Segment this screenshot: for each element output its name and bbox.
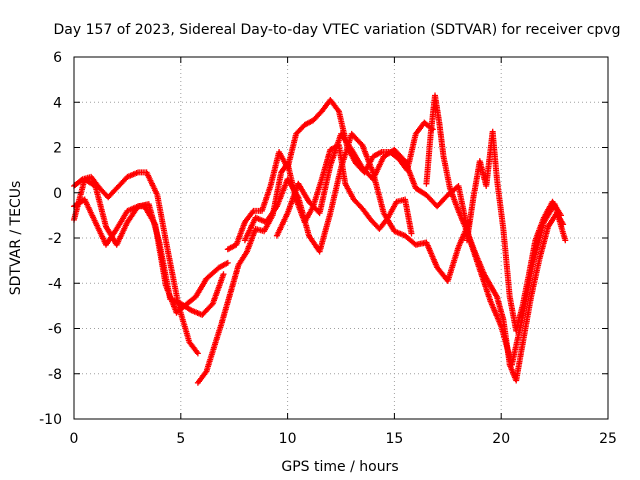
y-tick-label: 6 [53, 50, 62, 66]
series-points [71, 196, 227, 318]
y-tick-label: 0 [53, 186, 62, 202]
x-axis-ticks: 0 5 10 15 20 25 [70, 57, 617, 447]
x-tick-label: 25 [599, 431, 617, 447]
y-tick-label: -2 [48, 231, 62, 247]
data-series [71, 92, 569, 386]
x-tick-label: 20 [492, 431, 510, 447]
y-axis-label: SDTVAR / TECUs [8, 181, 24, 296]
series-points [71, 176, 231, 316]
series-points [224, 97, 436, 253]
chart-title: Day 157 of 2023, Sidereal Day-to-day VTE… [54, 22, 621, 38]
x-tick-label: 0 [70, 431, 79, 447]
y-axis-ticks: -10 -8 -6 -4 -2 0 2 4 6 [39, 50, 608, 428]
x-axis-label: GPS time / hours [281, 459, 398, 475]
y-tick-label: -4 [48, 276, 62, 292]
series-points [241, 130, 473, 284]
series-points [464, 128, 564, 334]
x-tick-label: 5 [176, 431, 185, 447]
x-tick-label: 10 [279, 431, 297, 447]
series-track-3 [71, 196, 227, 318]
y-tick-label: -10 [39, 412, 62, 428]
y-tick-label: 4 [53, 95, 62, 111]
y-tick-label: 2 [53, 141, 62, 157]
series-track-6 [241, 130, 473, 284]
series-track-5 [224, 97, 436, 253]
series-track-8 [423, 92, 567, 384]
y-tick-label: -8 [48, 367, 62, 383]
x-tick-label: 15 [385, 431, 403, 447]
series-track-9 [464, 128, 564, 334]
series-track-1 [71, 176, 231, 316]
y-tick-label: -6 [48, 322, 62, 338]
series-points [423, 92, 567, 384]
